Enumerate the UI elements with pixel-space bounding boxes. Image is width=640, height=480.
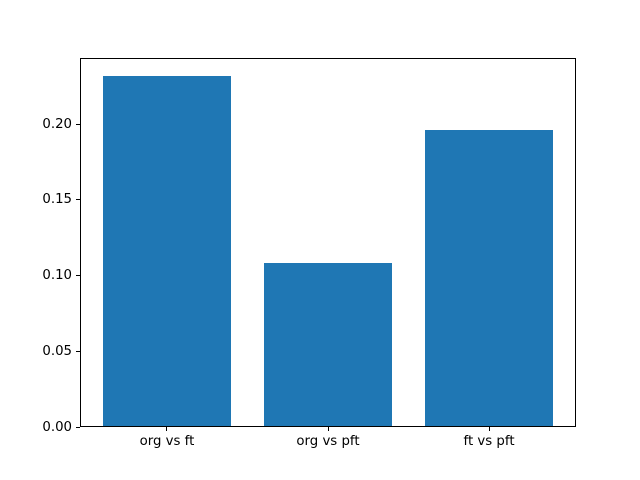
x-tick-label: ft vs pft [463, 434, 515, 449]
x-tick-mark [488, 427, 490, 431]
x-tick-label: org vs pft [296, 434, 360, 449]
bar-ft-vs-pft [424, 130, 554, 427]
x-tick-label: org vs ft [139, 434, 195, 449]
plot-area [80, 58, 576, 427]
y-tick-mark [76, 275, 80, 277]
y-tick-label: 0.20 [42, 116, 72, 132]
y-tick-label: 0.00 [42, 419, 72, 435]
x-tick-mark [327, 427, 329, 431]
y-tick-mark [76, 123, 80, 125]
y-tick-label: 0.15 [42, 192, 72, 208]
x-tick-mark [166, 427, 168, 431]
y-tick-mark [76, 350, 80, 352]
y-tick-mark [76, 199, 80, 201]
bar-org-vs-ft [102, 75, 232, 427]
y-tick-mark [76, 426, 80, 428]
bar-org-vs-pft [263, 263, 393, 427]
y-tick-label: 0.10 [42, 268, 72, 284]
y-tick-label: 0.05 [42, 343, 72, 359]
